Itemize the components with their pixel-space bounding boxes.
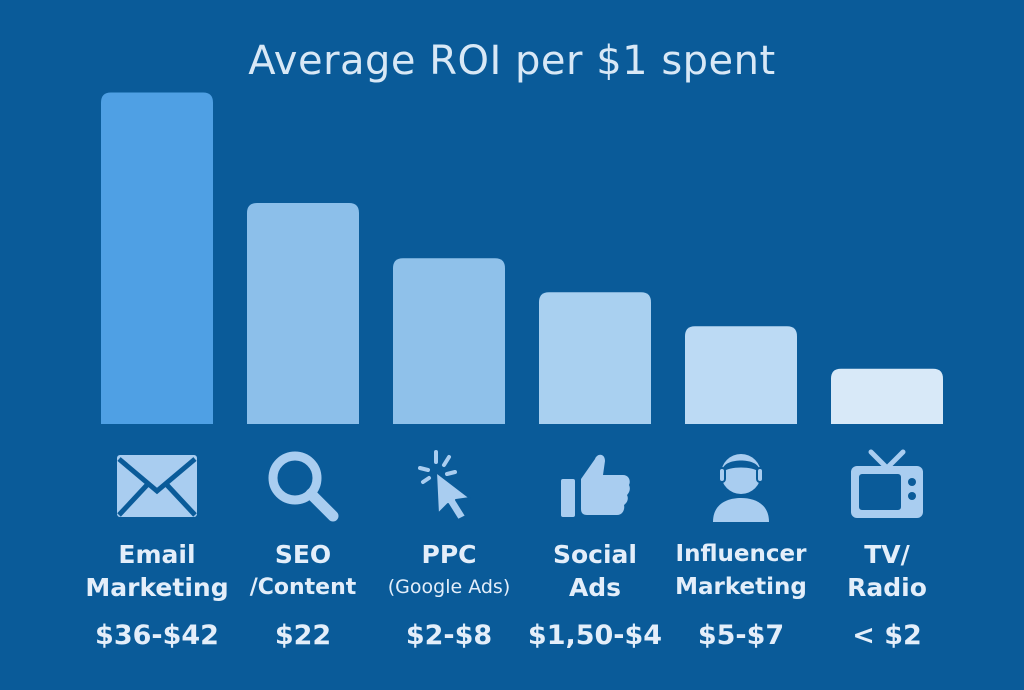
bar-ppc — [393, 258, 505, 424]
bar-social-ads — [539, 292, 651, 424]
bar-influencer-marketing — [685, 326, 797, 424]
bar-tv-radio — [831, 368, 943, 424]
envelope-icon — [107, 448, 207, 524]
category-label-email: Email Marketing — [85, 540, 229, 602]
value-label-ppc: $2-$8 — [405, 620, 493, 651]
value-label-social: $1,50-$4 — [527, 620, 663, 651]
category-label-influencer: Influencer Marketing — [675, 541, 807, 600]
cursor-click-icon — [399, 448, 499, 524]
bar-seo-content — [247, 203, 359, 424]
television-icon — [837, 448, 937, 524]
thumbs-up-icon — [545, 448, 645, 524]
magnifier-icon — [253, 448, 353, 524]
value-label-influencer: $5-$7 — [697, 620, 785, 651]
category-label-ppc: PPC (Google Ads) — [387, 540, 511, 598]
category-label-social: Social Ads — [552, 540, 637, 602]
value-label-email: $36-$42 — [95, 620, 219, 651]
chart-title: Average ROI per $1 spent — [248, 38, 776, 84]
bar-email-marketing — [101, 92, 213, 424]
value-label-tv: < $2 — [852, 620, 922, 651]
category-label-tv: TV/ Radio — [847, 540, 927, 602]
category-label-seo: SEO /Content — [249, 540, 357, 600]
value-label-seo: $22 — [274, 620, 332, 651]
person-headset-icon — [691, 448, 791, 524]
